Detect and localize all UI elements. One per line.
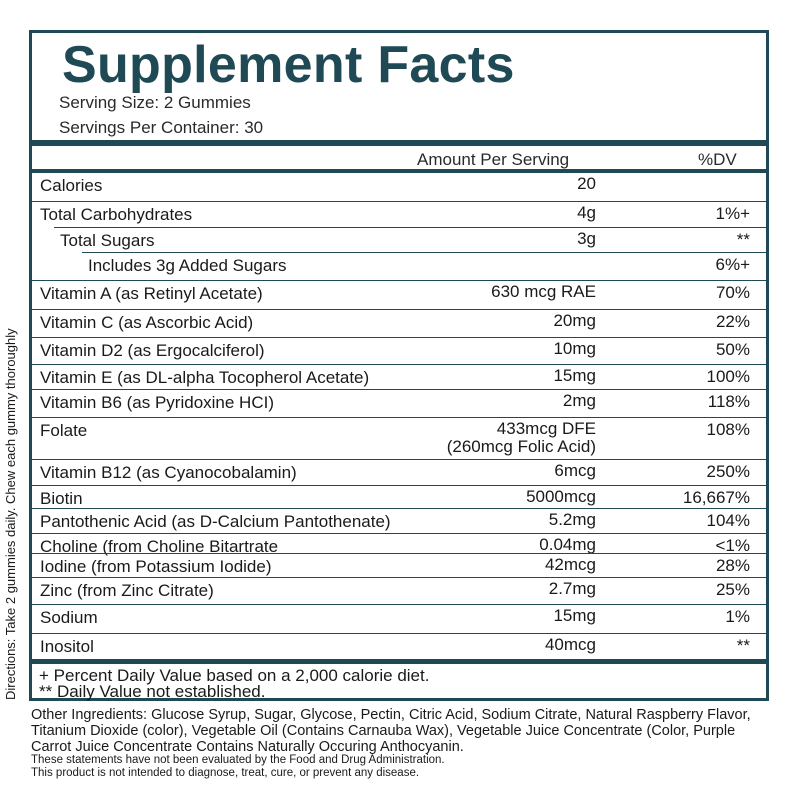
nutrient-name: Vitamin C (as Ascorbic Acid) — [40, 313, 254, 332]
nutrient-amount: 20mg — [553, 311, 596, 330]
nutrient-row: Vitamin A (as Retinyl Acetate) 630 mcg RA… — [32, 280, 766, 309]
footnote-divider — [32, 659, 766, 664]
nutrient-name: Vitamin B12 (as Cyanocobalamin) — [40, 463, 297, 482]
nutrient-dv: ** — [736, 636, 750, 655]
nutrient-name: Includes 3g Added Sugars — [88, 256, 287, 275]
nutrient-name: Vitamin E (as DL-alpha Tocopherol Acetat… — [40, 368, 370, 387]
nutrient-amount: 40mcg — [544, 635, 596, 654]
supplement-facts-panel: Supplement Facts Serving Size: 2 Gummies… — [29, 30, 769, 701]
nutrient-row: Vitamin D2 (as Ergocalciferol) 10mg 50% — [32, 337, 766, 364]
nutrient-amount: 5.2mg — [548, 510, 596, 529]
panel-title: Supplement Facts — [62, 36, 515, 94]
nutrient-row: Calories 20 — [32, 173, 766, 201]
nutrient-dv: 25% — [715, 580, 750, 599]
nutrient-row: Vitamin B6 (as Pyridoxine HCI) 2mg 118% — [32, 389, 766, 417]
nutrient-name: Biotin — [40, 489, 83, 508]
nutrient-amount: 433mcg DFE (260mcg Folic Acid) — [447, 420, 596, 456]
nutrient-dv: 118% — [707, 392, 750, 411]
nutrient-name: Vitamin D2 (as Ergocalciferol) — [40, 341, 265, 360]
nutrient-row: Vitamin B12 (as Cyanocobalamin) 6mcg 250% — [32, 459, 766, 485]
nutrient-row: Total Sugars 3g ** — [54, 227, 766, 252]
nutrient-dv: 100% — [706, 367, 750, 386]
serving-size: Serving Size: 2 Gummies — [59, 93, 251, 112]
nutrient-row: Biotin 5000mcg 16,667% — [32, 485, 766, 508]
servings-per-container: Servings Per Container: 30 — [59, 118, 264, 137]
other-ingredients: Other Ingredients: Glucose Syrup, Sugar,… — [31, 707, 751, 755]
amount-per-serving-header: Amount Per Serving — [417, 150, 570, 169]
nutrient-amount: 42mcg — [544, 555, 596, 574]
directions-text: Directions: Take 2 gummies daily. Chew e… — [3, 328, 18, 700]
nutrient-name: Total Carbohydrates — [40, 205, 193, 224]
nutrient-row: Total Carbohydrates 4g 1%+ — [32, 201, 766, 227]
nutrient-row: Iodine (from Potassium Iodide) 42mcg 28% — [32, 553, 766, 577]
nutrient-row: Folate 433mcg DFE (260mcg Folic Acid) 108% — [32, 417, 766, 459]
nutrient-dv: 70% — [715, 283, 750, 302]
nutrient-name: Inositol — [40, 637, 94, 656]
nutrient-row: Pantothenic Acid (as D-Calcium Pantothen… — [32, 508, 766, 533]
nutrient-amount: 2.7mg — [548, 579, 596, 598]
nutrient-row: Choline (from Choline Bitartrate 0.04mg <1… — [32, 533, 766, 556]
nutrient-dv: 28% — [715, 556, 750, 575]
nutrient-dv: 250% — [706, 462, 750, 481]
nutrient-name: Pantothenic Acid (as D-Calcium Pantothen… — [40, 512, 391, 531]
footnote-not-established: ** Daily Value not established. — [39, 682, 266, 701]
nutrient-name: Choline (from Choline Bitartrate — [40, 537, 279, 556]
nutrient-amount-line: (260mcg Folic Acid) — [446, 437, 596, 456]
nutrient-amount: 630 mcg RAE — [491, 282, 596, 301]
nutrient-dv: 1% — [725, 607, 750, 626]
nutrient-row: Zinc (from Zinc Citrate) 2.7mg 25% — [32, 577, 766, 604]
nutrient-row: Includes 3g Added Sugars 6%+ — [82, 252, 766, 280]
nutrient-row: Sodium 15mg 1% — [32, 604, 766, 633]
nutrient-name: Vitamin B6 (as Pyridoxine HCI) — [40, 393, 274, 412]
fda-disclaimer-line-2: This product is not intended to diagnose… — [31, 767, 420, 779]
nutrient-amount: 3g — [577, 229, 596, 248]
nutrient-dv: 1%+ — [715, 204, 751, 223]
nutrient-amount: 2mg — [562, 391, 596, 410]
nutrient-name: Sodium — [40, 608, 98, 627]
nutrient-name: Total Sugars — [60, 231, 155, 250]
nutrient-amount-line: 433mcg DFE — [496, 419, 596, 438]
nutrient-dv: <1% — [715, 536, 751, 555]
nutrient-dv: 16,667% — [682, 488, 750, 507]
nutrient-amount: 4g — [577, 203, 596, 222]
nutrient-name: Folate — [40, 421, 88, 440]
header-divider — [32, 140, 766, 146]
nutrient-dv: 50% — [715, 340, 750, 359]
nutrient-name: Zinc (from Zinc Citrate) — [40, 581, 214, 600]
nutrient-row: Vitamin C (as Ascorbic Acid) 20mg 22% — [32, 309, 766, 337]
nutrient-dv: 104% — [706, 511, 750, 530]
nutrient-name: Vitamin A (as Retinyl Acetate) — [40, 284, 263, 303]
nutrient-row: Inositol 40mcg ** — [32, 633, 766, 662]
header-bottom-divider — [32, 169, 766, 173]
nutrient-amount: 10mg — [553, 339, 596, 358]
nutrient-amount: 20 — [577, 174, 596, 193]
nutrient-name: Iodine (from Potassium Iodide) — [40, 557, 272, 576]
nutrient-dv: 108% — [706, 420, 750, 439]
nutrient-name: Calories — [40, 176, 103, 195]
nutrient-row: Vitamin E (as DL-alpha Tocopherol Acetat… — [32, 364, 766, 389]
footnote-percent-dv: + Percent Daily Value based on a 2,000 c… — [39, 666, 430, 685]
nutrient-dv: 22% — [715, 312, 750, 331]
nutrient-amount: 0.04mg — [539, 535, 596, 554]
nutrient-amount: 6mcg — [554, 461, 596, 480]
nutrient-dv: ** — [736, 230, 750, 249]
nutrient-amount: 15mg — [553, 366, 596, 385]
fda-disclaimer-line-1: These statements have not been evaluated… — [31, 754, 445, 766]
dv-header: %DV — [698, 150, 737, 169]
nutrient-amount: 5000mcg — [526, 487, 596, 506]
nutrient-amount: 15mg — [553, 606, 596, 625]
nutrient-dv: 6%+ — [715, 255, 751, 274]
